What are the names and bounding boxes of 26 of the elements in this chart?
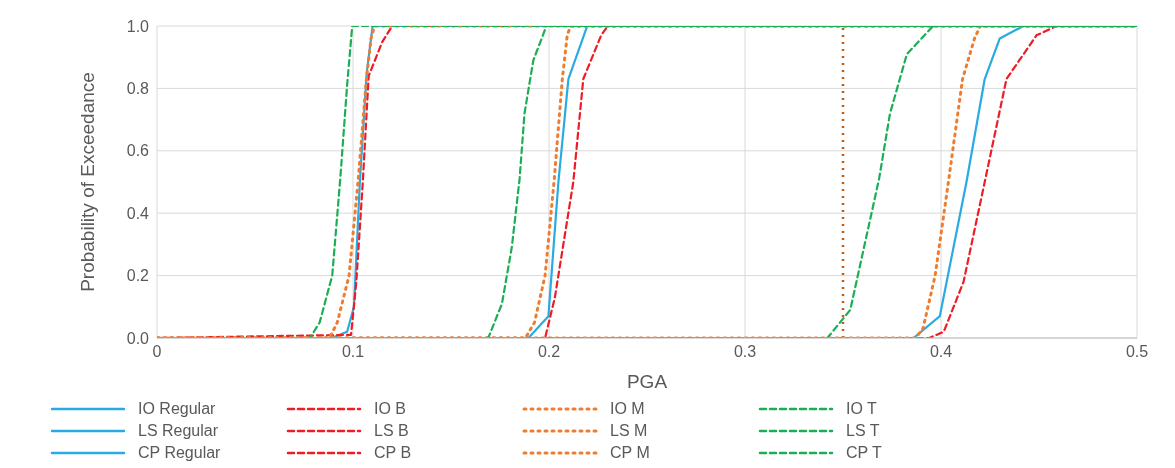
x-tick-label: 0.3 [733, 343, 757, 361]
y-tick-label: 0.8 [126, 80, 150, 98]
legend-label: IO T [846, 400, 877, 418]
y-tick-label: 0.0 [126, 329, 150, 347]
x-tick-label: 0.1 [341, 343, 365, 361]
legend-label: CP B [374, 444, 412, 462]
legend-label: CP T [846, 444, 882, 462]
x-tick-label: 0 [152, 343, 162, 361]
legend-label: CP Regular [138, 444, 221, 462]
y-tick-label: 0.6 [126, 142, 150, 160]
y-tick-label: 0.2 [126, 267, 150, 285]
x-axis-title: PGA [626, 371, 668, 392]
legend-label: LS T [846, 422, 880, 440]
y-tick-label: 0.4 [126, 204, 150, 222]
legend-label: LS B [374, 422, 409, 440]
legend-label: LS M [610, 422, 648, 440]
y-axis-title: Probability of Exceedance [76, 72, 98, 292]
x-tick-label: 0.2 [537, 343, 561, 361]
y-tick-label: 1.0 [126, 17, 150, 35]
legend-label: IO Regular [138, 400, 216, 418]
x-tick-label: 0.4 [929, 343, 953, 361]
legend-label: IO B [374, 400, 407, 418]
legend-label: LS Regular [138, 422, 219, 440]
x-tick-label: 0.5 [1125, 343, 1149, 361]
legend-label: IO M [610, 400, 645, 418]
legend-label: CP M [610, 444, 650, 462]
